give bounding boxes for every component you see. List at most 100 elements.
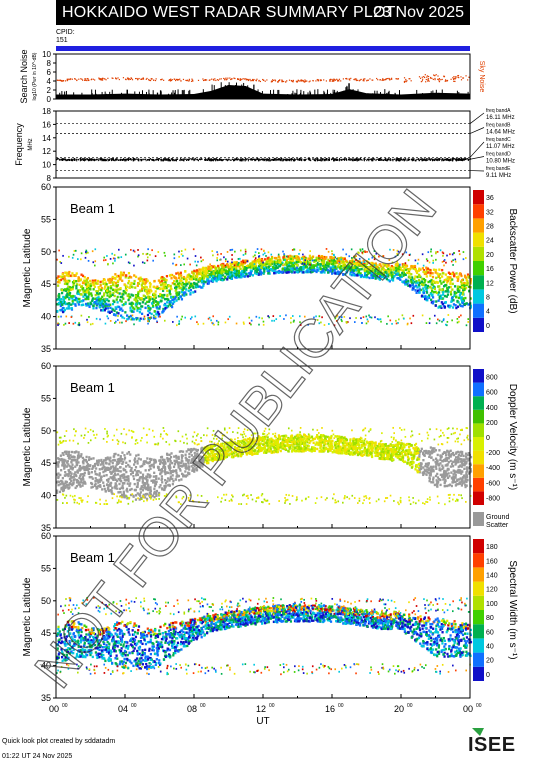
frequency-point: [276, 159, 278, 161]
scatter-cell: [108, 295, 111, 299]
scatter-cell: [92, 304, 95, 308]
frequency-point: [242, 159, 244, 162]
scatter-cell: [403, 281, 406, 284]
scatter-cell: [204, 267, 207, 270]
scatter-cell: [151, 249, 153, 252]
scatter-cell: [392, 248, 395, 251]
frequency-point: [214, 158, 216, 161]
sky-noise-point: [126, 77, 129, 79]
frequency-point: [379, 158, 381, 160]
sky-noise-point: [295, 80, 297, 82]
scatter-cell: [469, 279, 472, 282]
scatter-cell: [129, 314, 133, 318]
frequency-point: [281, 158, 283, 160]
scatter-cell: [242, 261, 245, 264]
scatter-cell: [303, 263, 306, 265]
sky-noise-point: [160, 79, 162, 81]
scatter-cell: [459, 272, 462, 275]
scatter-cell: [70, 308, 74, 311]
scatter-cell: [367, 266, 370, 269]
scatter-cell: [363, 262, 366, 265]
sky-noise-point: [454, 78, 456, 80]
frequency-point: [301, 158, 303, 161]
scatter-cell: [435, 322, 438, 325]
scatter-cell: [320, 259, 323, 262]
scatter-cell: [350, 262, 354, 266]
scatter-cell: [370, 269, 373, 273]
scatter-cell: [328, 262, 331, 266]
scatter-cell: [148, 311, 151, 314]
frequency-point: [121, 159, 123, 161]
scatter-cell: [159, 293, 162, 296]
sky-noise-point: [308, 81, 310, 83]
scatter-cell: [284, 263, 287, 266]
scatter-cell: [383, 268, 386, 272]
scatter-cell: [433, 287, 436, 290]
scatter-cell: [387, 267, 390, 271]
scatter-cell: [305, 270, 308, 274]
scatter-cell: [104, 307, 107, 310]
frequency-yunit: MHz: [28, 138, 34, 150]
sky-noise-point: [395, 78, 397, 80]
frequency-point: [327, 159, 329, 162]
scatter-cell: [202, 266, 205, 270]
scatter-cell: [181, 288, 184, 292]
scatter-cell: [189, 285, 192, 289]
scatter-cell: [95, 290, 98, 293]
scatter-cell: [103, 287, 106, 290]
frequency-point: [272, 159, 274, 161]
scatter-cell: [268, 262, 271, 266]
scatter-cell: [121, 321, 123, 324]
scatter-cell: [145, 253, 148, 256]
scatter-cell: [289, 256, 292, 260]
frequency-point: [368, 158, 370, 161]
scatter-cell: [316, 261, 319, 264]
frequency-point: [240, 159, 242, 162]
scatter-cell: [114, 284, 117, 287]
scatter-cell: [420, 288, 423, 292]
scatter-cell: [338, 263, 341, 266]
frequency-point: [361, 159, 363, 161]
scatter-cell: [207, 279, 210, 283]
scatter-cell: [428, 317, 431, 320]
sky-noise-point: [437, 78, 439, 80]
scatter-cell: [163, 303, 166, 307]
sky-noise-point: [382, 79, 385, 81]
scatter-cell: [291, 269, 294, 272]
scatter-cell: [414, 281, 417, 284]
sky-noise-point: [229, 77, 231, 79]
scatter-cell: [119, 287, 122, 290]
scatter-cell: [374, 277, 377, 280]
frequency-point: [418, 158, 420, 160]
frequency-point: [406, 159, 408, 162]
frequency-point: [152, 159, 154, 161]
frequency-point: [167, 159, 169, 162]
frequency-point: [312, 157, 314, 160]
scatter-cell: [313, 316, 315, 319]
scatter-cell: [333, 254, 335, 257]
scatter-cell: [309, 250, 311, 253]
scatter-cell: [426, 284, 430, 288]
scatter-cell: [411, 280, 414, 283]
frequency-point: [359, 157, 361, 160]
scatter-cell: [197, 278, 200, 281]
scatter-cell: [195, 278, 198, 281]
scatter-cell: [92, 283, 96, 287]
scatter-cell: [130, 276, 133, 279]
scatter-cell: [57, 301, 61, 305]
scatter-cell: [182, 291, 185, 294]
scatter-cell: [68, 255, 70, 258]
scatter-cell: [375, 267, 378, 270]
scatter-cell: [233, 270, 236, 273]
scatter-cell: [299, 315, 301, 318]
frequency-point: [275, 158, 277, 160]
scatter-cell: [417, 273, 421, 277]
scatter-cell: [295, 266, 298, 270]
scatter-cell: [315, 262, 318, 266]
frequency-point: [456, 159, 458, 162]
frequency-point: [392, 158, 394, 161]
scatter-cell: [194, 260, 197, 263]
scatter-cell: [331, 272, 334, 275]
frequency-point: [383, 159, 385, 162]
scatter-cell: [280, 263, 283, 266]
